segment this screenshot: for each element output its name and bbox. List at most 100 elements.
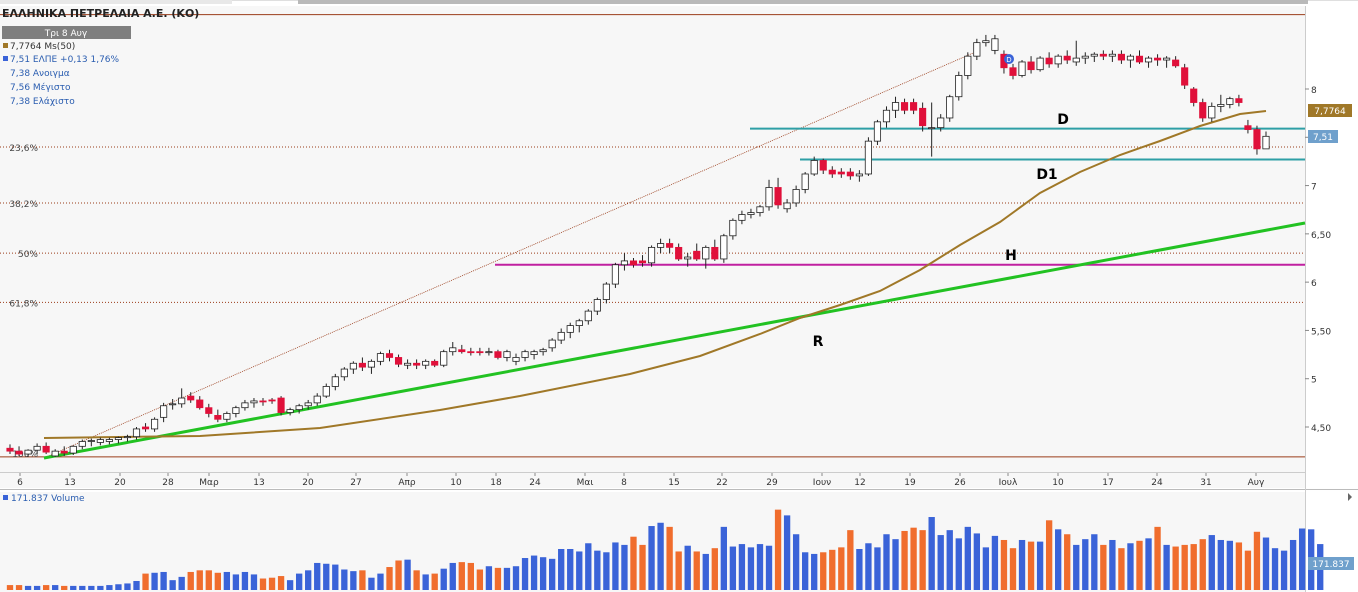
x-axis-ticks: 6 13 20 28 Μαρ 13 20 27 Απρ 10 18 24 Μαι 8 15 22 29 Ιουν 1… bbox=[0, 472, 1305, 488]
volume-bar bbox=[666, 526, 673, 590]
candle bbox=[1208, 102, 1216, 122]
candle-body bbox=[485, 351, 493, 354]
candle-body bbox=[96, 439, 104, 443]
candle-body bbox=[358, 362, 366, 368]
candle bbox=[1262, 131, 1270, 150]
volume-bar bbox=[991, 535, 999, 590]
candle bbox=[1054, 54, 1062, 68]
x-tick-label: 29 bbox=[766, 478, 778, 488]
volume-bar bbox=[1226, 540, 1234, 590]
volume-bar bbox=[187, 571, 194, 590]
candle bbox=[105, 437, 113, 445]
volume-bar bbox=[738, 544, 746, 590]
candle-body bbox=[557, 331, 565, 341]
candle-body bbox=[331, 376, 339, 387]
volume-bar bbox=[838, 547, 845, 590]
candle bbox=[114, 436, 122, 444]
candle bbox=[729, 218, 737, 240]
volume-bar bbox=[151, 572, 158, 590]
candle bbox=[60, 446, 68, 456]
volume-bar bbox=[1064, 534, 1071, 590]
event-marker-icon[interactable] bbox=[1004, 54, 1014, 64]
candle-body bbox=[530, 351, 538, 355]
volume-bar bbox=[124, 583, 131, 590]
x-tick-label: 31 bbox=[1200, 478, 1211, 488]
candle-body bbox=[882, 109, 891, 123]
candle-body bbox=[684, 256, 692, 260]
candle bbox=[1190, 87, 1198, 107]
candle-body bbox=[277, 397, 285, 413]
candle-body bbox=[1262, 135, 1270, 150]
volume-bar bbox=[865, 543, 872, 590]
annotation-d: D bbox=[1057, 112, 1069, 128]
candle-body bbox=[413, 362, 421, 366]
candle-body bbox=[241, 402, 249, 409]
y-tick-label: 5 bbox=[1311, 376, 1317, 386]
candle bbox=[783, 199, 791, 213]
volume-bar bbox=[341, 569, 348, 590]
candle bbox=[449, 342, 457, 356]
volume-bar bbox=[1091, 534, 1098, 590]
volume-bar bbox=[729, 546, 737, 590]
candle-body bbox=[376, 353, 385, 362]
candle-body bbox=[783, 202, 791, 210]
volume-bar bbox=[286, 580, 294, 590]
volume-bar bbox=[783, 515, 791, 590]
candle bbox=[24, 449, 32, 457]
candle-body bbox=[6, 447, 14, 452]
candle bbox=[919, 102, 927, 132]
candle bbox=[476, 347, 484, 356]
candle bbox=[548, 338, 556, 352]
volume-bar bbox=[774, 509, 782, 590]
volume-bar bbox=[594, 550, 601, 590]
volume-bar bbox=[42, 585, 50, 590]
y-tick-label: 6 bbox=[1311, 279, 1317, 289]
volume-bar bbox=[1253, 531, 1261, 590]
fib-label: 61,8% bbox=[9, 299, 38, 309]
volume-bar bbox=[70, 585, 77, 590]
candle bbox=[1172, 56, 1180, 68]
candle-body bbox=[449, 347, 457, 353]
candle-body bbox=[494, 351, 502, 358]
candle bbox=[955, 71, 963, 101]
candle-body bbox=[566, 325, 574, 333]
volume-bar bbox=[79, 585, 86, 590]
candle-body bbox=[33, 445, 41, 451]
candle-body bbox=[1090, 53, 1098, 57]
x-tick-label: 12 bbox=[854, 478, 865, 488]
candle bbox=[295, 403, 303, 414]
volume-bar bbox=[1009, 548, 1017, 590]
candle-body bbox=[575, 320, 583, 326]
candle bbox=[891, 96, 900, 118]
volume-bar bbox=[847, 530, 854, 590]
candle bbox=[539, 347, 547, 356]
candle bbox=[693, 243, 701, 261]
volume-bar bbox=[1271, 548, 1279, 590]
candle-body bbox=[24, 449, 32, 455]
volume-bar bbox=[214, 572, 221, 590]
candle bbox=[141, 423, 150, 432]
x-tick-label: 27 bbox=[350, 478, 361, 488]
x-tick-label: Ιουλ bbox=[999, 478, 1018, 488]
volume-bar bbox=[621, 544, 628, 590]
candle-body bbox=[268, 399, 276, 402]
scroll-arrow-icon[interactable] bbox=[1348, 493, 1352, 501]
candle-body bbox=[1190, 88, 1198, 103]
candle bbox=[1135, 50, 1144, 64]
candle-body bbox=[385, 353, 394, 358]
candle bbox=[1217, 94, 1225, 113]
volume-bar bbox=[368, 577, 375, 590]
candle-body bbox=[349, 362, 357, 370]
candle bbox=[268, 398, 276, 404]
candle-body bbox=[15, 450, 23, 455]
candle-body bbox=[647, 246, 656, 264]
candle-body bbox=[765, 187, 773, 208]
candle bbox=[810, 156, 818, 176]
candle bbox=[1154, 54, 1162, 66]
x-tick-label: 20 bbox=[114, 478, 126, 488]
candle-body bbox=[1235, 98, 1243, 103]
volume-bar bbox=[160, 571, 167, 590]
volume-bar bbox=[485, 566, 493, 590]
candle bbox=[1181, 63, 1189, 89]
